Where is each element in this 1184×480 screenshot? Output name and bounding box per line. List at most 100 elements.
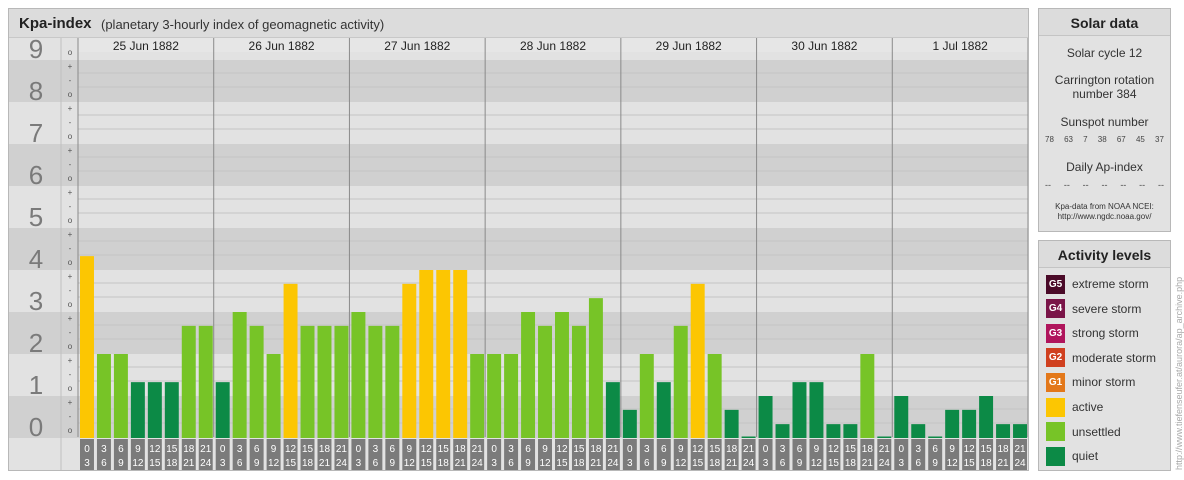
kp-bar: [164, 382, 179, 438]
kp-bar: [605, 382, 620, 438]
kp-bar: [538, 325, 552, 438]
activity-levels-title: Activity levels: [1039, 241, 1170, 268]
interval-cell: [198, 439, 213, 470]
interval-end-label: 24: [472, 458, 484, 469]
kp-bar: [249, 325, 264, 438]
watermark-url: http://www.tiefenseufer.at/aurora/ap_arc…: [1174, 276, 1184, 470]
interval-start-label: 15: [845, 444, 857, 455]
interval-cell: [792, 439, 807, 470]
interval-start-label: 6: [932, 444, 938, 455]
kp-bar: [521, 312, 536, 438]
legend-label: active: [1072, 400, 1104, 414]
interval-cell: [504, 439, 519, 470]
interval-end-label: 3: [356, 458, 362, 469]
ap-value: --: [1120, 180, 1127, 190]
y-tick-label: 9: [29, 34, 43, 64]
interval-cell: [215, 439, 230, 470]
interval-end-label: 24: [879, 458, 891, 469]
interval-start-label: 15: [166, 444, 178, 455]
kp-bar: [181, 325, 196, 438]
y-minor-marker: +: [68, 104, 73, 113]
y-minor-marker: +: [68, 146, 73, 155]
interval-cell: [996, 439, 1011, 470]
interval-end-label: 12: [675, 458, 687, 469]
y-minor-marker: -: [69, 76, 72, 85]
legend-item: quiet: [1046, 446, 1098, 466]
legend-swatch: G5: [1046, 274, 1065, 294]
interval-end-label: 18: [845, 458, 857, 469]
interval-end-label: 24: [607, 458, 619, 469]
interval-cell: [521, 439, 536, 470]
kp-bar: [741, 436, 756, 438]
y-minor-marker: o: [68, 342, 73, 351]
y-minor-marker: -: [69, 202, 72, 211]
interval-cell: [979, 439, 994, 470]
interval-start-label: 3: [780, 444, 786, 455]
interval-cell: [724, 439, 739, 470]
kp-bar: [96, 354, 111, 438]
y-minor-marker: o: [68, 90, 73, 99]
interval-start-label: 9: [814, 444, 820, 455]
kp-bar: [826, 424, 841, 438]
interval-start-label: 9: [407, 444, 413, 455]
kp-bar: [673, 325, 688, 438]
interval-end-label: 9: [797, 458, 803, 469]
legend-item: G2 moderate storm: [1046, 348, 1156, 368]
ap-value: --: [1139, 180, 1146, 190]
interval-cell: [945, 439, 960, 470]
chart-title-bar: Kpa-index (planetary 3-hourly index of g…: [9, 9, 1028, 38]
interval-start-label: 6: [525, 444, 531, 455]
interval-end-label: 12: [947, 458, 959, 469]
interval-cell: [775, 439, 790, 470]
interval-cell: [113, 439, 128, 470]
interval-end-label: 12: [539, 458, 551, 469]
interval-cell: [588, 439, 603, 470]
interval-start-label: 18: [319, 444, 331, 455]
legend-item: G1 minor storm: [1046, 372, 1135, 392]
kp-bar: [656, 382, 671, 438]
kp-bar: [877, 436, 892, 438]
legend-label: strong storm: [1072, 326, 1139, 341]
legend-swatch: [1046, 397, 1065, 417]
y-minor-marker: +: [68, 398, 73, 407]
interval-cell: [962, 439, 977, 470]
y-minor-marker: o: [68, 300, 73, 309]
kp-bar: [402, 283, 417, 438]
day-label: 30 Jun 1882: [791, 39, 857, 53]
interval-cell: [758, 439, 773, 470]
interval-cell: [555, 439, 569, 470]
interval-end-label: 3: [763, 458, 769, 469]
interval-end-label: 12: [132, 458, 144, 469]
sunspot-value: 38: [1097, 135, 1107, 144]
carrington-line-1: Carrington rotation: [1054, 73, 1155, 87]
interval-start-label: 9: [271, 444, 277, 455]
sunspot-value: 63: [1064, 135, 1073, 144]
interval-end-label: 15: [828, 458, 840, 469]
kp-bar: [639, 354, 654, 438]
ap-value: --: [1082, 180, 1089, 190]
interval-end-label: 3: [627, 458, 633, 469]
interval-start-label: 9: [949, 444, 955, 455]
kp-bar: [1013, 424, 1027, 438]
interval-start-label: 0: [763, 444, 769, 455]
interval-cell: [317, 439, 332, 470]
interval-cell: [334, 439, 349, 470]
day-label: 28 Jun 1882: [520, 39, 586, 53]
interval-start-label: 21: [879, 444, 891, 455]
y-minor-marker: +: [68, 230, 73, 239]
kp-bar: [436, 270, 451, 438]
interval-end-label: 24: [200, 458, 212, 469]
interval-start-label: 9: [542, 444, 548, 455]
legend-item: G4 severe storm: [1046, 299, 1141, 319]
legend-swatch: G2: [1046, 348, 1065, 368]
interval-cell: [249, 439, 264, 470]
interval-end-label: 12: [404, 458, 416, 469]
solar-cycle: Solar cycle 12: [1066, 46, 1143, 60]
y-minor-marker: -: [69, 412, 72, 421]
interval-start-label: 3: [237, 444, 243, 455]
interval-end-label: 9: [118, 458, 124, 469]
kp-bar: [147, 382, 162, 438]
interval-start-label: 15: [302, 444, 314, 455]
y-minor-marker: -: [69, 244, 72, 253]
interval-end-label: 6: [644, 458, 650, 469]
